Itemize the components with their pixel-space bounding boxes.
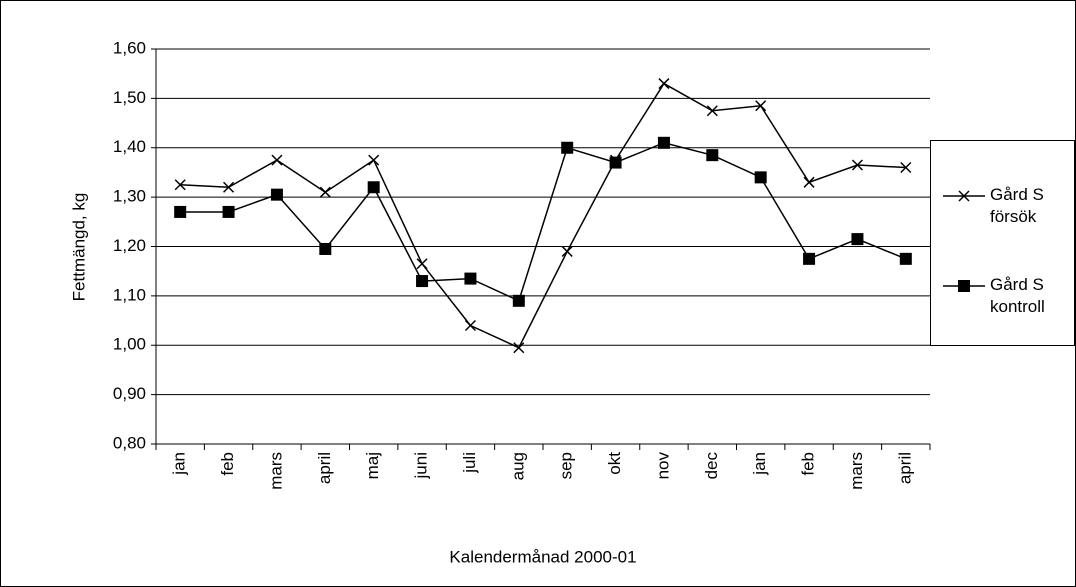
y-tick-label: 1,60	[113, 38, 146, 57]
x-tick-label: mars	[847, 452, 866, 490]
marker	[561, 245, 573, 257]
marker	[416, 258, 428, 270]
x-tick-label: aug	[508, 452, 527, 480]
x-tick-label: jan	[750, 452, 769, 476]
marker	[319, 186, 331, 198]
marker	[657, 136, 670, 149]
marker	[513, 342, 525, 354]
marker	[319, 242, 332, 255]
marker	[900, 161, 912, 174]
marker	[512, 294, 525, 307]
x-tick-label: maj	[363, 452, 382, 479]
marker	[561, 141, 574, 154]
marker	[658, 78, 670, 90]
marker	[464, 319, 476, 332]
series	[174, 78, 912, 354]
x-tick-label: okt	[605, 452, 624, 475]
marker	[755, 100, 767, 112]
marker	[270, 188, 283, 201]
marker	[416, 275, 429, 288]
y-tick-label: 1,00	[113, 335, 146, 354]
marker	[803, 252, 816, 265]
y-axis-title: Fettmängd, kg	[69, 193, 88, 302]
y-tick-label: 1,10	[113, 285, 146, 304]
x-tick-label: feb	[799, 452, 818, 476]
marker	[851, 233, 864, 246]
legend-box	[930, 140, 1075, 346]
y-tick-label: 0,80	[113, 433, 146, 452]
marker	[706, 149, 719, 162]
marker	[174, 205, 187, 218]
marker	[222, 205, 235, 218]
x-tick-label: jan	[170, 452, 189, 476]
marker	[851, 159, 863, 171]
marker	[368, 154, 380, 166]
marker	[754, 171, 767, 184]
series	[174, 136, 912, 307]
x-tick-label: sep	[557, 452, 576, 479]
marker	[958, 280, 970, 292]
marker	[174, 179, 186, 191]
y-tick-label: 1,40	[113, 137, 146, 156]
x-tick-label: april	[315, 452, 334, 484]
marker	[706, 105, 718, 117]
x-tick-label: juni	[412, 452, 431, 479]
legend-label: Gård S försök	[990, 185, 1044, 226]
y-tick-label: 1,20	[113, 236, 146, 255]
legend-label: Gård S kontroll	[990, 275, 1045, 316]
marker	[899, 252, 912, 265]
y-tick-label: 1,50	[113, 88, 146, 107]
series-line	[180, 82, 906, 349]
x-tick-label: juli	[460, 452, 479, 474]
series-line	[180, 142, 907, 302]
x-tick-label: feb	[218, 452, 237, 476]
marker	[271, 154, 283, 166]
marker	[609, 156, 622, 169]
marker	[464, 272, 477, 285]
x-tick-label: april	[895, 452, 914, 484]
x-tick-label: nov	[653, 452, 672, 480]
marker	[803, 176, 815, 188]
marker	[958, 190, 970, 202]
x-tick-label: mars	[266, 452, 285, 490]
x-axis-title: Kalendermånad 2000-01	[449, 547, 636, 566]
y-tick-label: 0,90	[113, 384, 146, 403]
marker	[223, 181, 235, 193]
x-tick-label: dec	[702, 452, 721, 480]
y-tick-label: 1,30	[113, 187, 146, 206]
marker	[367, 181, 380, 194]
